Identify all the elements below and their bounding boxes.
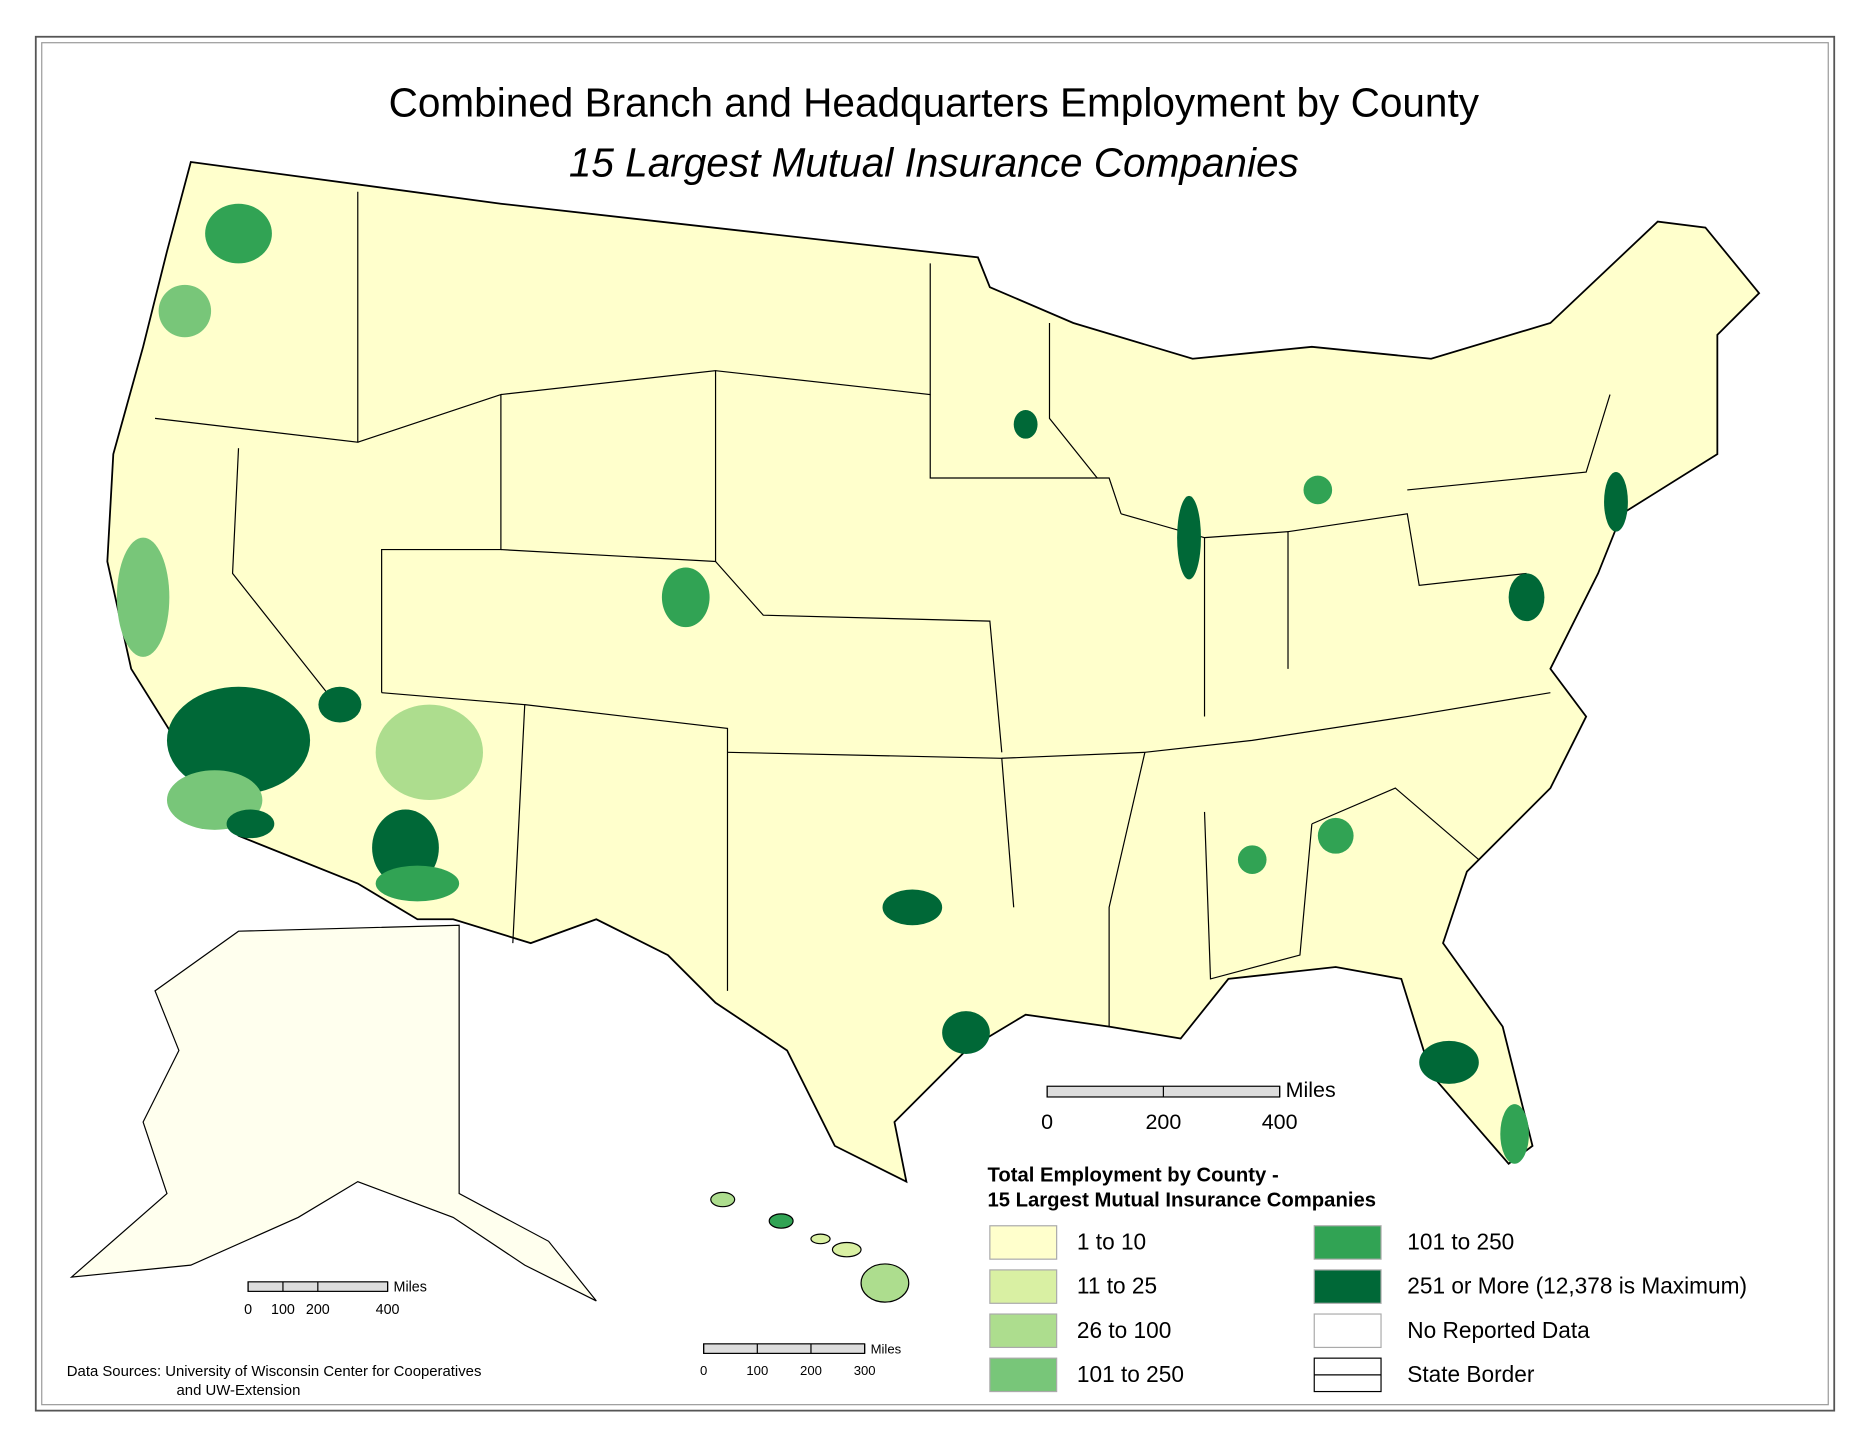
legend-swatch [989, 1225, 1058, 1260]
legend: 1 to 10 11 to 25 26 to 100 101 to 250 101 to… [989, 1225, 1747, 1393]
legend-swatch [989, 1313, 1058, 1349]
legend-swatch [989, 1357, 1058, 1393]
scale-label: 200 [800, 1363, 822, 1378]
scale-label: 100 [746, 1363, 768, 1378]
hawaii [710, 1191, 910, 1303]
scale-bars: 0 200 400 Miles 0 100 200 400 Miles 0 100 200 300 Mil… [244, 1078, 1336, 1378]
source-note: and UW-Extension [177, 1383, 301, 1399]
scale-label: 400 [376, 1302, 400, 1318]
legend-swatch [1313, 1269, 1382, 1304]
source-note: Data Sources: University of Wisconsin Ce… [67, 1364, 482, 1380]
scale-unit: Miles [1286, 1078, 1336, 1102]
scale-label: 0 [244, 1302, 252, 1318]
legend-label: 11 to 25 [1077, 1273, 1157, 1299]
legend-label: 101 to 250 [1077, 1361, 1184, 1387]
scale-label: 0 [700, 1363, 707, 1378]
outer-frame [34, 35, 1836, 1412]
scale-label: 200 [1145, 1110, 1181, 1134]
legend-label: 251 or More (12,378 is Maximum) [1407, 1273, 1747, 1299]
us-outline [106, 160, 1761, 1184]
legend-title: Total Employment by County - [987, 1165, 1278, 1187]
scale-unit: Miles [394, 1279, 427, 1295]
scale-label: 0 [1041, 1110, 1053, 1134]
scale-bar [703, 1343, 866, 1354]
legend-label: No Reported Data [1407, 1317, 1590, 1343]
scale-label: 200 [306, 1302, 330, 1318]
scale-label: 100 [271, 1302, 295, 1318]
subtitle: 15 Largest Mutual Insurance Companies [569, 139, 1299, 185]
legend-label: 26 to 100 [1077, 1317, 1171, 1343]
contiguous-us [106, 160, 1761, 1184]
scale-unit: Miles [871, 1341, 902, 1356]
legend-swatch [1313, 1225, 1382, 1260]
scale-label: 400 [1262, 1110, 1298, 1134]
scale-label: 300 [854, 1363, 876, 1378]
state-borders [154, 191, 1611, 1027]
title: Combined Branch and Headquarters Employm… [389, 80, 1480, 126]
inner-frame [41, 42, 1829, 1406]
alaska [69, 924, 597, 1302]
legend-swatch [989, 1269, 1058, 1304]
legend-label: 101 to 250 [1407, 1229, 1514, 1255]
legend-title: 15 Largest Mutual Insurance Companies [987, 1190, 1376, 1212]
county-shading [116, 203, 1628, 1164]
legend-label: State Border [1407, 1361, 1535, 1387]
legend-swatch [1313, 1313, 1382, 1349]
legend-label: 1 to 10 [1077, 1229, 1146, 1255]
